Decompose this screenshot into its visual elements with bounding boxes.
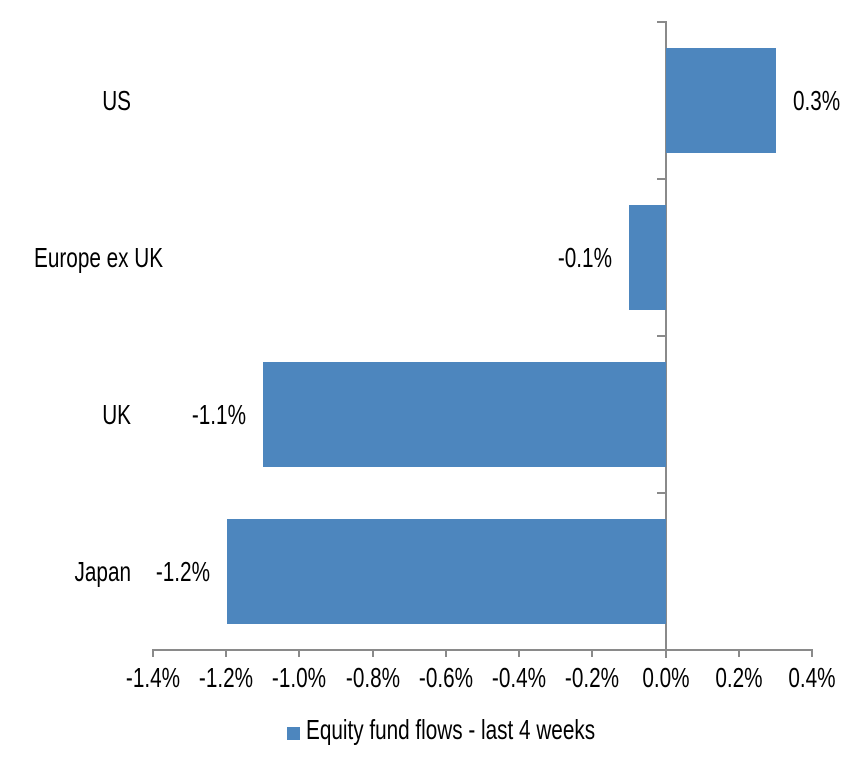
category-label-uk: UK — [102, 398, 131, 430]
value-label-europe-ex-uk: -0.1% — [557, 241, 612, 273]
category-label-europe-ex-uk: Europe ex UK — [34, 241, 164, 273]
x-axis-tick — [665, 650, 667, 657]
x-axis-tick — [225, 650, 227, 657]
x-tick-label-0-8: -0.8% — [345, 662, 401, 693]
x-tick-label-0-6: -0.6% — [418, 662, 474, 693]
y-axis-tick — [657, 335, 665, 337]
bar-japan — [227, 519, 666, 624]
x-axis-tick — [738, 650, 740, 657]
y-axis-tick — [657, 21, 665, 23]
x-tick-label-0-2: 0.2% — [715, 662, 763, 693]
x-tick-label-1-4: -1.4% — [125, 662, 181, 693]
x-axis-tick — [152, 650, 154, 657]
x-tick-label-1-2: -1.2% — [198, 662, 254, 693]
value-label-us: 0.3% — [793, 84, 841, 116]
x-axis-tick — [445, 650, 447, 657]
x-tick-label-0-0: 0.0% — [642, 662, 690, 693]
category-label-us: US — [102, 84, 131, 116]
legend-marker-square-icon — [287, 727, 300, 740]
x-axis-tick — [518, 650, 520, 657]
x-axis-tick — [591, 650, 593, 657]
y-axis-tick — [657, 492, 665, 494]
x-axis-tick — [811, 650, 813, 657]
category-label-japan: Japan — [74, 555, 131, 587]
y-axis-line — [665, 21, 667, 658]
bar-us — [666, 48, 776, 153]
x-tick-label-0-4: 0.4% — [788, 662, 836, 693]
x-tick-label-1-0: -1.0% — [271, 662, 327, 693]
x-tick-label-0-4: -0.4% — [491, 662, 547, 693]
x-axis-line — [152, 649, 813, 651]
legend-label: Equity fund flows - last 4 weeks — [306, 714, 596, 745]
x-axis-tick — [372, 650, 374, 657]
value-label-uk: -1.1% — [191, 398, 246, 430]
y-axis-tick — [657, 178, 665, 180]
x-axis-tick — [298, 650, 300, 657]
bar-uk — [263, 362, 666, 467]
x-tick-label-0-2: -0.2% — [564, 662, 620, 693]
bar-europe-ex-uk — [629, 205, 666, 310]
value-label-japan: -1.2% — [155, 555, 210, 587]
